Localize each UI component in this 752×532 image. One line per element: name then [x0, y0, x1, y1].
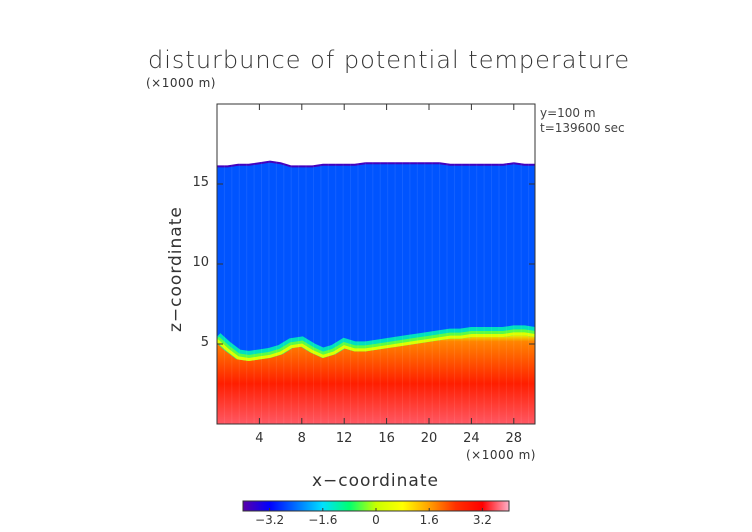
x-tick-label: 20	[420, 431, 438, 446]
field-lower-region	[217, 334, 535, 424]
x-tick-label: 8	[297, 431, 306, 446]
x-tick-label: 4	[255, 431, 264, 446]
x-tick-label: 28	[505, 431, 523, 446]
annotation-y-position: y=100 m	[540, 106, 596, 120]
chart-title: disturbunce of potential temperature	[148, 46, 631, 74]
y-tick-label: 5	[200, 335, 209, 350]
colorbar-tick-label: 1.6	[419, 513, 439, 527]
x-tick-label: 16	[378, 431, 395, 446]
colorbar-tick-label: −3.2	[255, 513, 285, 527]
x-unit-label: (×1000 m)	[466, 448, 536, 462]
colorbar-tick-label: −1.6	[308, 513, 338, 527]
x-tick-label: 12	[335, 431, 353, 446]
annotation-time: t=139600 sec	[540, 121, 625, 135]
x-tick-label: 24	[463, 431, 480, 446]
field-top-edge	[217, 160, 535, 168]
field-transition-band-2	[217, 332, 535, 362]
field-upper-region	[217, 161, 535, 360]
colorbar-tick-label: 0	[372, 513, 380, 527]
x-axis-label: x−coordinate	[312, 471, 439, 491]
heatmap-field	[217, 104, 535, 424]
y-axis-label: z−coordinate	[166, 206, 186, 332]
y-tick-label: 15	[192, 175, 209, 190]
y-tick-label: 10	[192, 255, 209, 270]
colorbar-tick-label: 3.2	[472, 513, 492, 527]
y-unit-label: (×1000 m)	[146, 76, 216, 90]
